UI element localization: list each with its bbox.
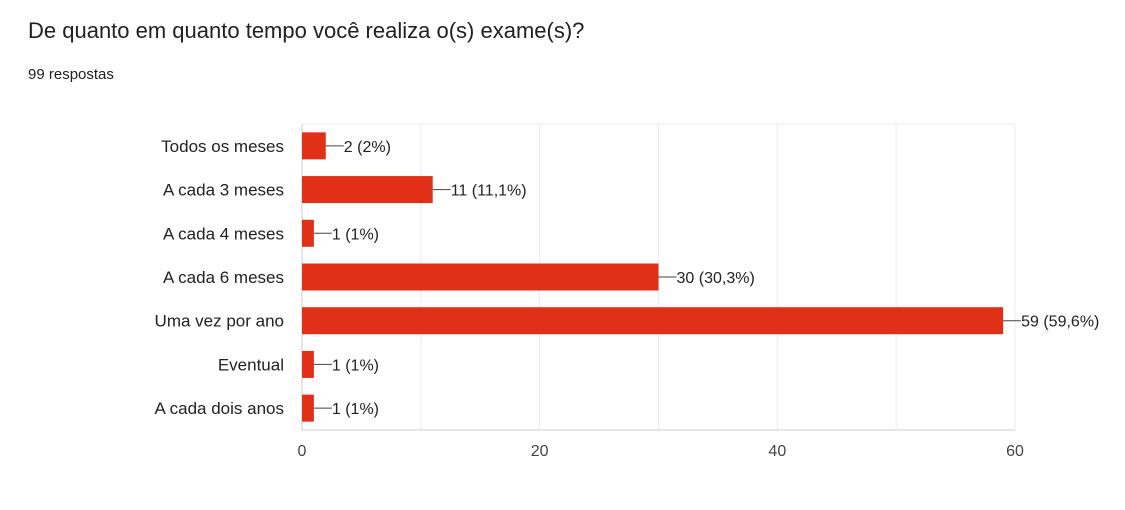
response-count: 99 respostas [28,66,114,83]
bar [302,132,326,160]
x-tick-label: 60 [1006,443,1024,460]
data-label: 59 (59,6%) [1021,314,1099,331]
category-label: A cada 6 meses [163,268,284,287]
question-title: De quanto em quanto tempo você realiza o… [28,18,585,43]
data-label: 11 (11,1%) [451,183,527,200]
category-label: Uma vez por ano [155,312,284,331]
data-label: 1 (1%) [332,226,379,243]
bar [302,263,659,291]
x-tick-label: 20 [531,443,549,460]
category-label: A cada dois anos [155,399,284,418]
data-label: 1 (1%) [332,401,379,418]
bar [302,350,314,378]
bar [302,307,1004,335]
data-label: 2 (2%) [344,139,391,156]
category-label: A cada 3 meses [163,181,284,200]
category-label: A cada 4 meses [163,224,284,243]
category-label: Todos os meses [161,137,284,156]
bar [302,176,433,204]
x-tick-label: 0 [298,443,307,460]
data-label: 30 (30,3%) [677,270,755,287]
bar [302,394,314,422]
data-label: 1 (1%) [332,357,379,374]
x-tick-label: 40 [768,443,786,460]
category-label: Eventual [218,355,284,374]
bar [302,219,314,247]
